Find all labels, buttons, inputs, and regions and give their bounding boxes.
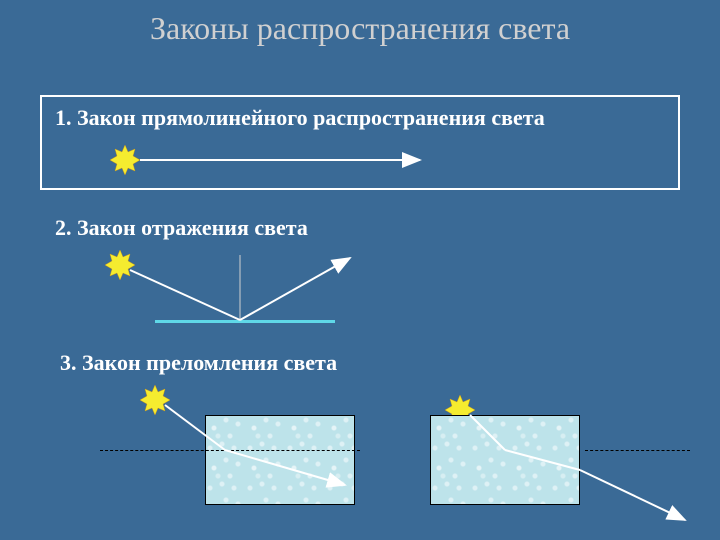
law2-label: 2. Закон отражения света — [55, 215, 308, 241]
refraction-axis-1 — [100, 450, 360, 451]
sun-icon — [140, 385, 170, 415]
law1-label: 1. Закон прямолинейного распространения … — [55, 105, 545, 131]
sun-icon — [105, 250, 135, 280]
law2-reflected-ray — [240, 258, 350, 320]
water-medium-2 — [430, 415, 580, 505]
law3-label: 3. Закон преломления света — [60, 350, 337, 376]
law3-exit-ray-2 — [580, 470, 685, 520]
reflection-surface — [155, 320, 335, 323]
water-medium-1 — [205, 415, 355, 505]
law2-incident-ray — [130, 270, 240, 320]
refraction-axis-2 — [585, 450, 690, 451]
sun-icon — [110, 145, 140, 175]
page-title: Законы распространения света — [0, 0, 720, 47]
